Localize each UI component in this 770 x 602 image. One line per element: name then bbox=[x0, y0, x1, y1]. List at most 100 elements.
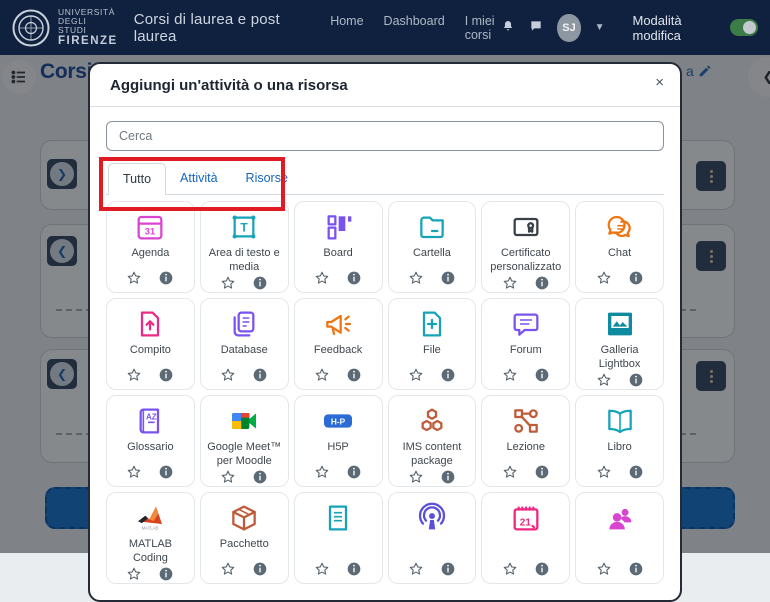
activity-actions bbox=[502, 464, 550, 480]
drawer-collapse-chevron-icon[interactable]: ❮ bbox=[748, 57, 770, 97]
tab-attività[interactable]: Attività bbox=[180, 171, 218, 185]
activity-card-database[interactable]: Database bbox=[199, 298, 289, 390]
unifi-seal-logo[interactable] bbox=[12, 9, 50, 47]
favourite-star-icon[interactable] bbox=[408, 561, 424, 577]
favourite-star-icon[interactable] bbox=[408, 469, 424, 485]
activity-card-pacchetto[interactable]: Pacchetto bbox=[199, 492, 289, 584]
section-collapse-button[interactable]: ❮ bbox=[47, 236, 77, 266]
favourite-star-icon[interactable] bbox=[220, 469, 236, 485]
favourite-star-icon[interactable] bbox=[408, 367, 424, 383]
user-menu-chevron-down-icon[interactable]: ▼ bbox=[594, 22, 605, 33]
nav-link-dashboard[interactable]: Dashboard bbox=[383, 13, 445, 28]
activity-card-galleria-lightbox[interactable]: Galleria Lightbox bbox=[575, 298, 664, 390]
course-title-edit[interactable]: a bbox=[686, 63, 712, 79]
section-collapse-button[interactable]: ❮ bbox=[47, 359, 77, 389]
site-name[interactable]: Corsi di laurea e post laurea bbox=[133, 10, 280, 45]
favourite-star-icon[interactable] bbox=[126, 367, 142, 383]
edit-mode-toggle[interactable] bbox=[729, 19, 759, 36]
info-icon[interactable] bbox=[158, 270, 174, 286]
favourite-star-icon[interactable] bbox=[220, 561, 236, 577]
info-icon[interactable] bbox=[346, 367, 362, 383]
info-icon[interactable] bbox=[628, 561, 644, 577]
info-icon[interactable] bbox=[534, 561, 550, 577]
activity-card-area-di-testo-e-media[interactable]: T Area di testo e media bbox=[199, 201, 289, 293]
favourite-star-icon[interactable] bbox=[126, 464, 142, 480]
section-menu-kebab-icon[interactable] bbox=[696, 241, 726, 271]
calendar-31-icon: 31 bbox=[134, 211, 166, 243]
user-avatar[interactable]: SJ bbox=[557, 13, 581, 42]
activity-card[interactable]: 21 bbox=[481, 492, 571, 584]
info-icon[interactable] bbox=[628, 270, 644, 286]
search-input[interactable] bbox=[106, 121, 664, 151]
favourite-star-icon[interactable] bbox=[314, 367, 330, 383]
edit-pencil-icon[interactable] bbox=[698, 64, 712, 78]
favourite-star-icon[interactable] bbox=[126, 566, 142, 582]
info-icon[interactable] bbox=[534, 464, 550, 480]
activity-card-glossario[interactable]: AZ Glossario bbox=[106, 395, 195, 487]
info-icon[interactable] bbox=[440, 469, 456, 485]
info-icon[interactable] bbox=[252, 367, 268, 383]
activity-card-agenda[interactable]: 31 Agenda bbox=[106, 201, 195, 293]
favourite-star-icon[interactable] bbox=[408, 270, 424, 286]
activity-card-libro[interactable]: Libro bbox=[575, 395, 664, 487]
section-menu-kebab-icon[interactable] bbox=[696, 361, 726, 391]
info-icon[interactable] bbox=[252, 275, 268, 291]
favourite-star-icon[interactable] bbox=[220, 367, 236, 383]
favourite-star-icon[interactable] bbox=[596, 464, 612, 480]
favourite-star-icon[interactable] bbox=[596, 372, 612, 388]
favourite-star-icon[interactable] bbox=[126, 270, 142, 286]
info-icon[interactable] bbox=[534, 367, 550, 383]
info-icon[interactable] bbox=[346, 464, 362, 480]
favourite-star-icon[interactable] bbox=[314, 561, 330, 577]
notifications-bell-icon[interactable] bbox=[501, 19, 515, 36]
activity-card-forum[interactable]: Forum bbox=[481, 298, 571, 390]
activity-card-ims-content-package[interactable]: IMS content package bbox=[387, 395, 477, 487]
activity-card[interactable] bbox=[293, 492, 383, 584]
activity-card-lezione[interactable]: Lezione bbox=[481, 395, 571, 487]
favourite-star-icon[interactable] bbox=[502, 561, 518, 577]
favourite-star-icon[interactable] bbox=[314, 270, 330, 286]
info-icon[interactable] bbox=[440, 367, 456, 383]
info-icon[interactable] bbox=[252, 469, 268, 485]
section-menu-kebab-icon[interactable] bbox=[696, 161, 726, 191]
nav-link-i-miei-corsi[interactable]: I miei corsi bbox=[464, 13, 495, 42]
info-icon[interactable] bbox=[252, 561, 268, 577]
activity-card-matlab-coding[interactable]: MATLAB MATLAB Coding bbox=[106, 492, 195, 584]
info-icon[interactable] bbox=[346, 270, 362, 286]
activity-card-cartella[interactable]: Cartella bbox=[387, 201, 477, 293]
nav-link-home[interactable]: Home bbox=[330, 13, 364, 28]
info-icon[interactable] bbox=[440, 561, 456, 577]
favourite-star-icon[interactable] bbox=[596, 561, 612, 577]
favourite-star-icon[interactable] bbox=[596, 270, 612, 286]
activity-card-compito[interactable]: Compito bbox=[106, 298, 195, 390]
activity-card[interactable] bbox=[575, 492, 664, 584]
activity-card-certificato-personalizzato[interactable]: Certificato personalizzato bbox=[481, 201, 571, 293]
favourite-star-icon[interactable] bbox=[502, 275, 518, 291]
course-index-hamburger-icon[interactable] bbox=[2, 60, 36, 94]
favourite-star-icon[interactable] bbox=[314, 464, 330, 480]
section-collapse-button[interactable]: ❯ bbox=[47, 159, 77, 189]
flowchart-icon bbox=[510, 405, 542, 437]
close-icon[interactable]: × bbox=[655, 74, 664, 91]
info-icon[interactable] bbox=[628, 464, 644, 480]
tab-risorse[interactable]: Risorse bbox=[245, 171, 288, 185]
info-icon[interactable] bbox=[440, 270, 456, 286]
activity-card-chat[interactable]: Chat bbox=[575, 201, 664, 293]
info-icon[interactable] bbox=[628, 372, 644, 388]
activity-card-file[interactable]: File bbox=[387, 298, 477, 390]
tab-tutto[interactable]: Tutto bbox=[108, 163, 167, 195]
activity-card-google-meet-per-moodle[interactable]: Google Meet™ per Moodle bbox=[199, 395, 289, 487]
info-icon[interactable] bbox=[158, 464, 174, 480]
favourite-star-icon[interactable] bbox=[502, 464, 518, 480]
activity-card-h5p[interactable]: H-P H5P bbox=[293, 395, 383, 487]
info-icon[interactable] bbox=[534, 275, 550, 291]
favourite-star-icon[interactable] bbox=[502, 367, 518, 383]
info-icon[interactable] bbox=[158, 367, 174, 383]
messages-chat-icon[interactable] bbox=[529, 19, 543, 36]
info-icon[interactable] bbox=[158, 566, 174, 582]
favourite-star-icon[interactable] bbox=[220, 275, 236, 291]
activity-card-feedback[interactable]: Feedback bbox=[293, 298, 383, 390]
info-icon[interactable] bbox=[346, 561, 362, 577]
activity-card[interactable] bbox=[387, 492, 477, 584]
activity-card-board[interactable]: Board bbox=[293, 201, 383, 293]
